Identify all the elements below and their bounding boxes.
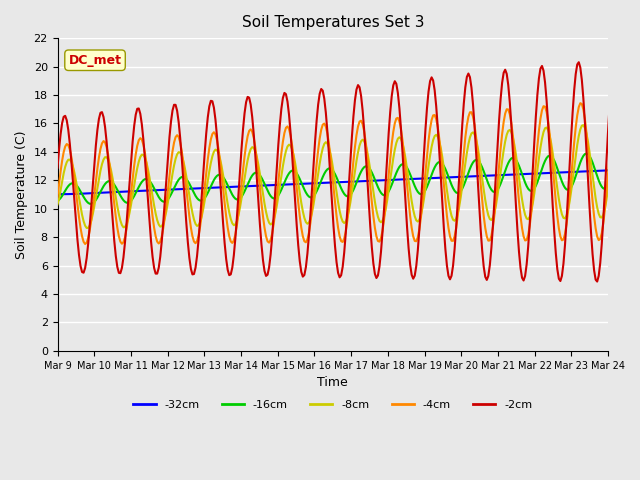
Y-axis label: Soil Temperature (C): Soil Temperature (C) bbox=[15, 130, 28, 259]
Title: Soil Temperatures Set 3: Soil Temperatures Set 3 bbox=[241, 15, 424, 30]
Text: DC_met: DC_met bbox=[68, 54, 122, 67]
Legend: -32cm, -16cm, -8cm, -4cm, -2cm: -32cm, -16cm, -8cm, -4cm, -2cm bbox=[129, 395, 537, 414]
X-axis label: Time: Time bbox=[317, 376, 348, 389]
